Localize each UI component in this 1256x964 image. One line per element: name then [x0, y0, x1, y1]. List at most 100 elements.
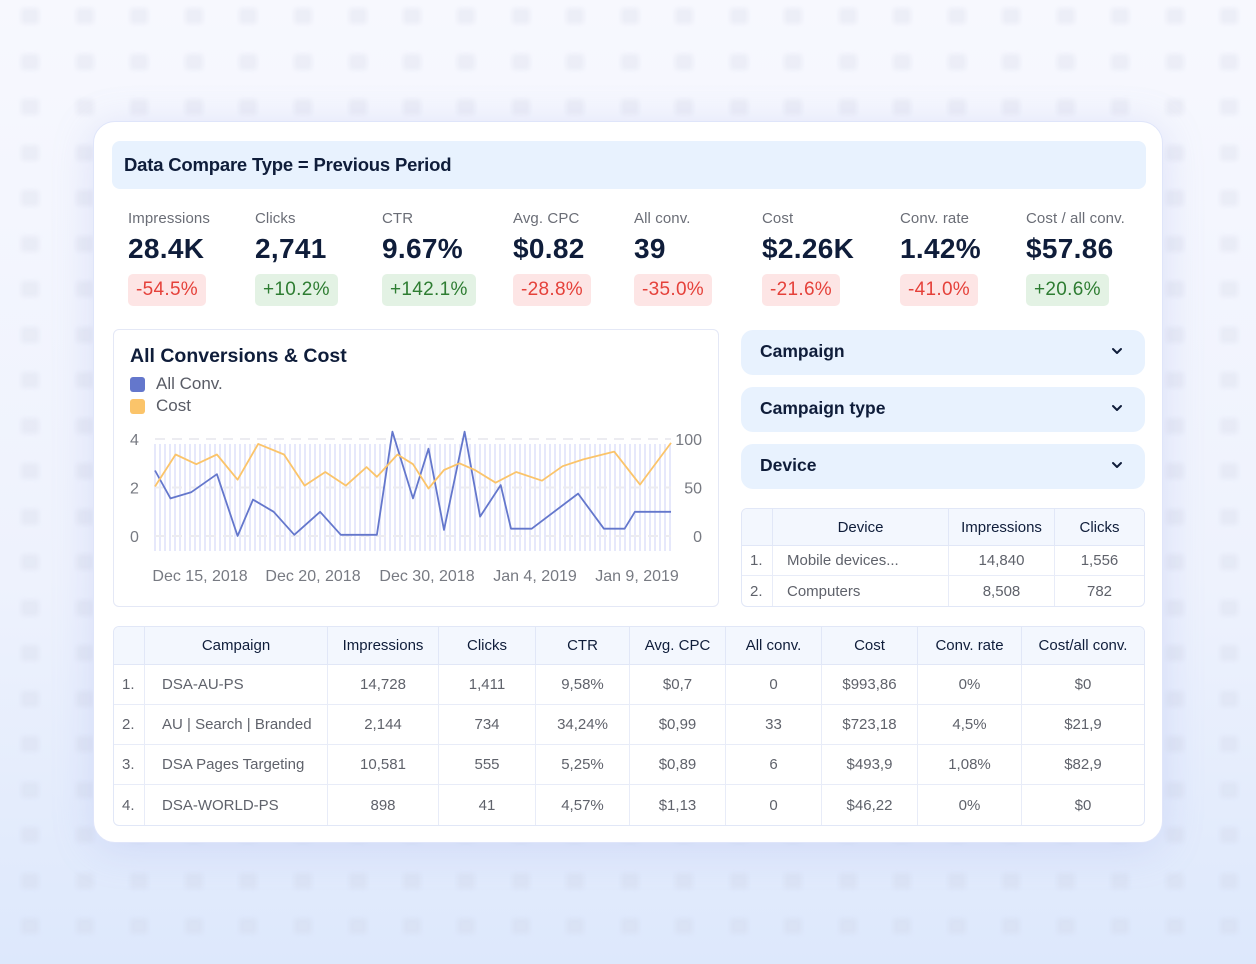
impressions-cell: 2,144: [328, 705, 439, 745]
row-index: 3.: [114, 745, 145, 785]
column-header-cost-per-conv[interactable]: Cost/all conv.: [1022, 627, 1144, 665]
kpi-cost-per-conv: Cost / all conv. $57.86 +20.6%: [1026, 210, 1125, 306]
clicks-cell: 734: [439, 705, 536, 745]
cost-cell: $46,22: [822, 785, 918, 825]
ctr-cell: 4,57%: [536, 785, 630, 825]
row-index: 2.: [114, 705, 145, 745]
column-header-impressions[interactable]: Impressions: [328, 627, 439, 665]
x-tick-label: Dec 15, 2018: [152, 568, 247, 585]
dashboard-card: Data Compare Type = Previous Period Impr…: [93, 121, 1163, 843]
impressions-cell: 14,840: [949, 546, 1055, 576]
chart-title: All Conversions & Cost: [130, 345, 347, 367]
chevron-down-icon: [1112, 405, 1122, 411]
avg-cpc-cell: $0,7: [630, 665, 726, 705]
compare-type-banner: Data Compare Type = Previous Period: [112, 141, 1146, 189]
filter-campaign-type[interactable]: Campaign type: [741, 387, 1145, 432]
y-right-tick-label: 0: [693, 529, 702, 546]
cost-cell: $723,18: [822, 705, 918, 745]
y-right-tick-label: 100: [675, 432, 702, 449]
device-table: Device Impressions Clicks 1. Mobile devi…: [741, 508, 1145, 607]
legend-item-all-conv[interactable]: All Conv.: [130, 373, 223, 395]
kpi-avg-cpc: Avg. CPC $0.82 -28.8%: [513, 210, 592, 306]
series-line-cost: [154, 442, 672, 490]
kpi-value: 39: [634, 233, 666, 264]
kpi-value: 2,741: [255, 233, 327, 264]
filter-device[interactable]: Device: [741, 444, 1145, 489]
column-header-cost[interactable]: Cost: [822, 627, 918, 665]
kpi-change-badge: +10.2%: [255, 274, 338, 306]
column-header-conv-rate[interactable]: Conv. rate: [918, 627, 1022, 665]
kpi-change-badge: -35.0%: [634, 274, 713, 306]
filter-campaign[interactable]: Campaign: [741, 330, 1145, 375]
campaign-name: DSA-WORLD-PS: [145, 785, 328, 825]
cost-per-conv-cell: $0: [1022, 665, 1144, 705]
campaign-name: DSA-AU-PS: [145, 665, 328, 705]
legend-label: Cost: [156, 396, 191, 415]
x-tick-label: Dec 30, 2018: [379, 568, 474, 585]
legend-label: All Conv.: [156, 374, 223, 393]
conv-rate-cell: 0%: [918, 665, 1022, 705]
kpi-label: Conv. rate: [900, 210, 970, 227]
filter-label: Device: [760, 455, 817, 475]
cost-cell: $993,86: [822, 665, 918, 705]
kpi-change-badge: +142.1%: [382, 274, 476, 306]
x-tick-label: Jan 4, 2019: [493, 568, 577, 585]
x-tick-label: Dec 20, 2018: [265, 568, 360, 585]
table-header-row: Campaign Impressions Clicks CTR Avg. CPC…: [114, 627, 1144, 665]
row-index: 1.: [114, 665, 145, 705]
y-left-tick-label: 2: [130, 481, 139, 498]
ctr-cell: 9,58%: [536, 665, 630, 705]
kpi-value: 9.67%: [382, 233, 463, 264]
column-header-clicks[interactable]: Clicks: [1055, 509, 1144, 546]
table-header-row: Device Impressions Clicks: [742, 509, 1144, 546]
cost-per-conv-cell: $0: [1074, 796, 1092, 814]
impressions-cell: 14,728: [328, 665, 439, 705]
y-left-tick-label: 0: [130, 529, 139, 546]
row-index: 2.: [742, 576, 773, 606]
campaign-name: DSA Pages Targeting: [145, 745, 328, 785]
kpi-all-conv: All conv. 39 -35.0%: [634, 210, 713, 306]
kpi-change-badge: -28.8%: [513, 274, 592, 306]
column-header-avg-cpc[interactable]: Avg. CPC: [630, 627, 726, 665]
column-header-index: [742, 509, 773, 546]
kpi-value: $2.26K: [762, 233, 855, 264]
x-tick-label: Jan 9, 2019: [595, 568, 679, 585]
kpi-label: Avg. CPC: [513, 210, 580, 227]
impressions-cell: 898: [328, 785, 439, 825]
conv-rate-cell: 1,08%: [918, 745, 1022, 785]
column-header-clicks[interactable]: Clicks: [439, 627, 536, 665]
legend-item-cost[interactable]: Cost: [130, 395, 223, 417]
kpi-cost: Cost $2.26K -21.6%: [762, 210, 854, 306]
chart-plot: 0 2 4 0 50 100 Dec 15, 2018 Dec 20, 2018 Dec 30,…: [130, 430, 702, 585]
kpi-value: $0.82: [513, 233, 585, 264]
kpi-change-badge: -41.0%: [900, 274, 979, 306]
table-row: 4. DSA-WORLD-PS 898 41 4,57% $1,13 0 $46…: [114, 785, 1144, 825]
impressions-cell: 8,508: [949, 576, 1055, 606]
column-header-campaign[interactable]: Campaign: [145, 627, 328, 665]
campaign-table: Campaign Impressions Clicks CTR Avg. CPC…: [113, 626, 1145, 826]
cost-per-conv-cell: $82,9: [1022, 745, 1144, 785]
column-header-impressions[interactable]: Impressions: [949, 509, 1055, 546]
kpi-row: Impressions 28.4K -54.5% Clicks 2,741 +1…: [128, 210, 1158, 310]
cost-per-conv-cell: $21,9: [1022, 705, 1144, 745]
avg-cpc-cell: $1,13: [630, 785, 726, 825]
all-conv-cell: 0: [726, 665, 822, 705]
row-index: 1.: [742, 546, 773, 576]
y-right-tick-label: 50: [684, 481, 702, 498]
kpi-label: Clicks: [255, 210, 296, 227]
kpi-impressions: Impressions 28.4K -54.5%: [128, 210, 210, 306]
all-conv-cell: 6: [726, 745, 822, 785]
legend-swatch-cost: [130, 398, 145, 414]
column-header-index: [114, 627, 145, 665]
kpi-label: Cost / all conv.: [1026, 210, 1125, 227]
conv-rate-cell: 4,5%: [918, 705, 1022, 745]
column-header-ctr[interactable]: CTR: [536, 627, 630, 665]
conversions-cost-chart: All Conversions & Cost All Conv. Cost 0 2…: [113, 329, 719, 607]
ctr-cell: 34,24%: [536, 705, 630, 745]
column-header-all-conv[interactable]: All conv.: [726, 627, 822, 665]
chevron-down-icon: [1112, 348, 1122, 354]
kpi-label: Cost: [762, 210, 794, 227]
column-header-device[interactable]: Device: [773, 509, 949, 546]
clicks-cell: 41: [439, 785, 536, 825]
kpi-value: 1.42%: [900, 233, 981, 264]
